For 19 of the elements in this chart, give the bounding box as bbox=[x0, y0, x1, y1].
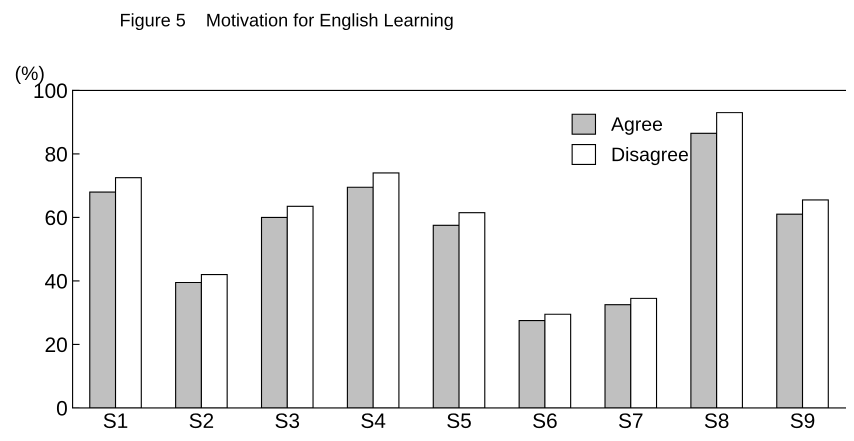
y-axis-title: (%) bbox=[16, 66, 44, 84]
y-tick-label: 100 bbox=[34, 83, 67, 98]
y-tick-label: 60 bbox=[46, 210, 67, 226]
x-tick-label: S8 bbox=[704, 413, 728, 428]
y-tick-label: 0 bbox=[56, 400, 67, 416]
y-tick-label: 20 bbox=[46, 337, 67, 352]
y-tick-label: 80 bbox=[45, 146, 67, 162]
x-tick-label: S1 bbox=[104, 413, 128, 428]
chart-title: Figure 5 Motivation for English Learning bbox=[121, 13, 453, 30]
x-tick-label: S5 bbox=[447, 413, 471, 428]
x-tick-label: S4 bbox=[361, 413, 386, 428]
legend-label: Disagree bbox=[612, 146, 688, 166]
x-tick-label: S3 bbox=[275, 413, 300, 428]
x-tick-label: S9 bbox=[790, 413, 814, 428]
y-tick-label: 40 bbox=[45, 274, 67, 289]
x-tick-label: S2 bbox=[190, 413, 214, 428]
x-tick-label: S6 bbox=[533, 413, 557, 428]
x-tick-label: S7 bbox=[618, 413, 642, 428]
legend-label: Agree bbox=[611, 117, 662, 135]
